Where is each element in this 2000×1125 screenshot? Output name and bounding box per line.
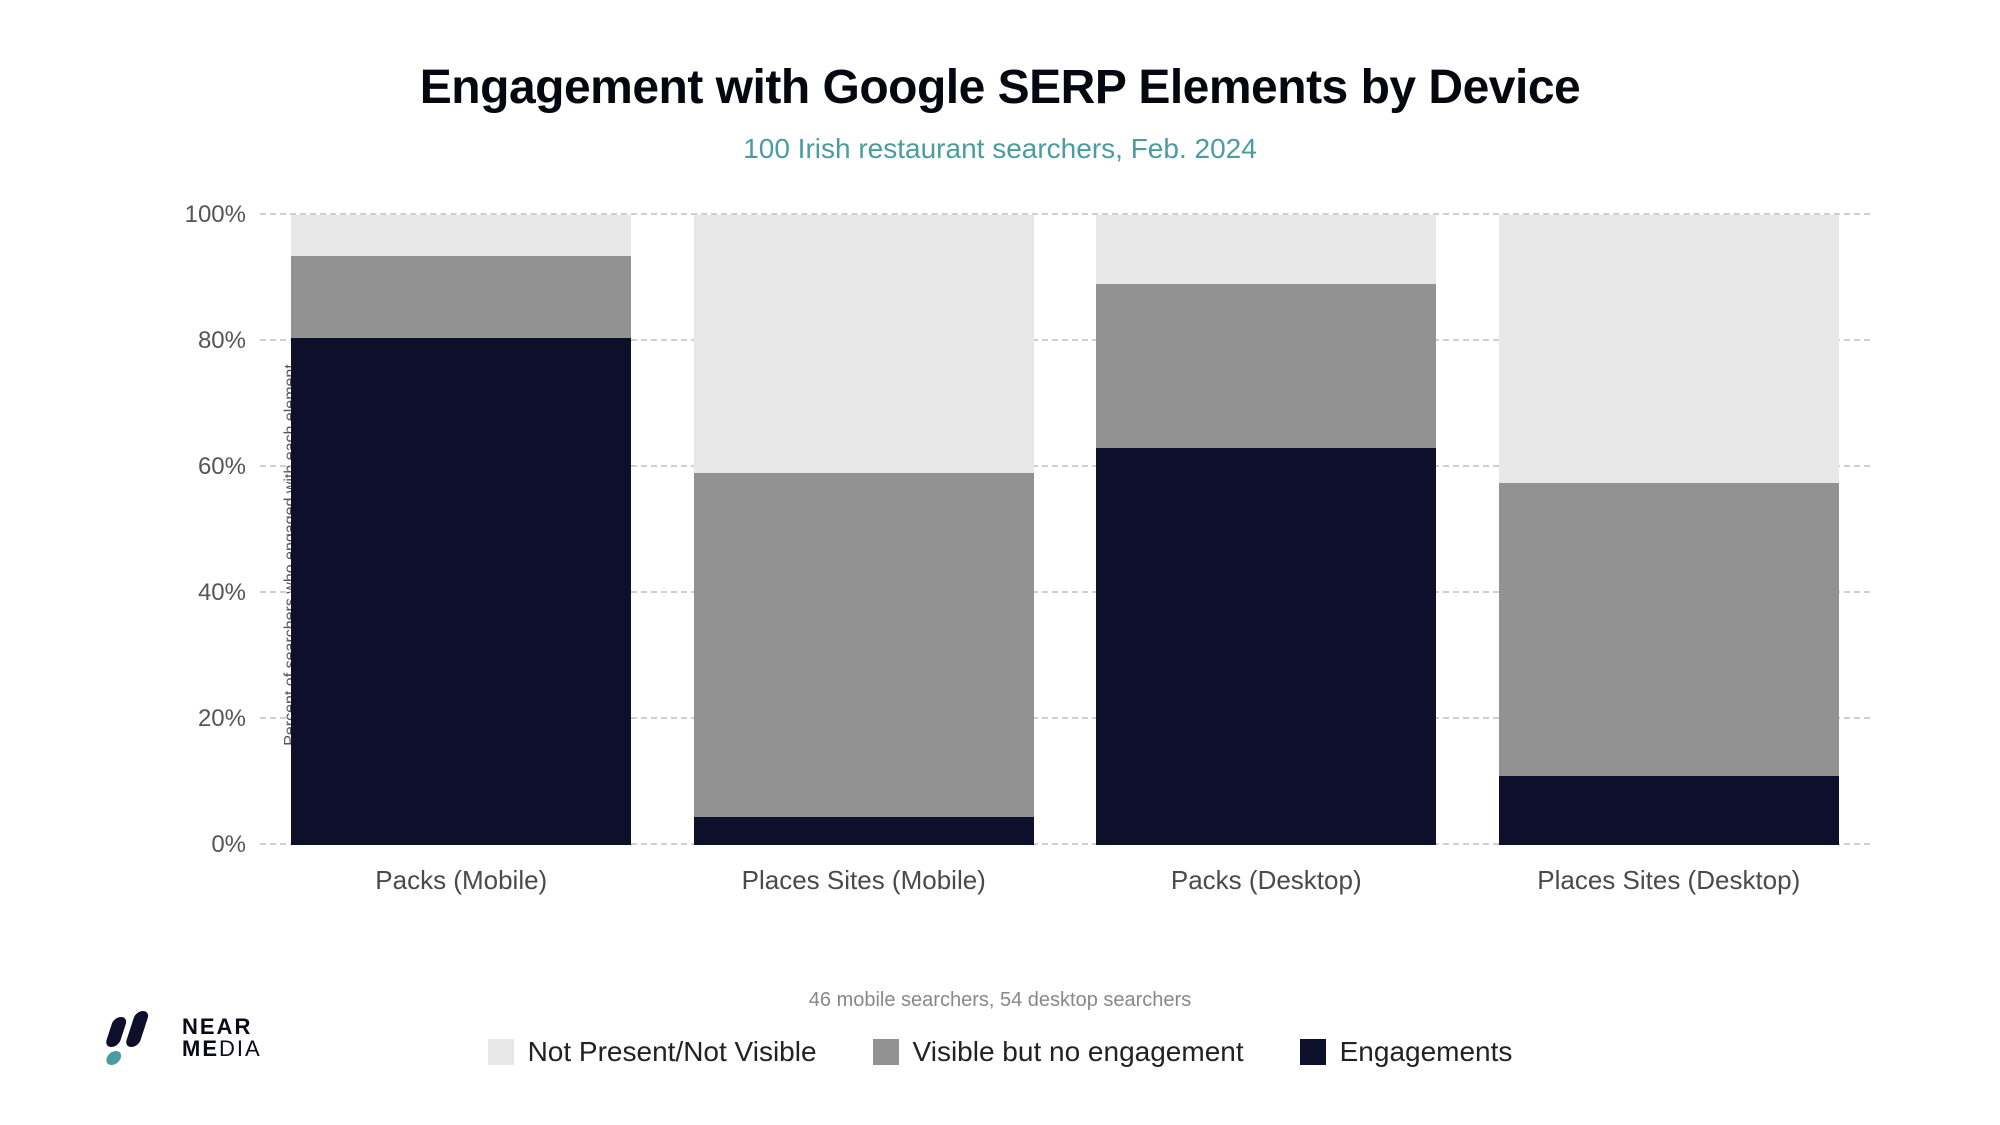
legend-swatch-icon: [488, 1039, 514, 1065]
plot-area: 0%20%40%60%80%100%Packs (Mobile)Places S…: [260, 215, 1870, 845]
stacked-bar: [694, 215, 1034, 845]
bar-column: [1468, 215, 1871, 845]
bar-segment-engagements: [1499, 776, 1839, 845]
stacked-bar: [291, 215, 631, 845]
bars-group: [260, 215, 1870, 845]
logo-line2-bold: ME: [182, 1036, 219, 1061]
legend-label: Not Present/Not Visible: [528, 1036, 817, 1068]
logo-text: NEAR MEDIA: [182, 1016, 262, 1060]
legend: Not Present/Not Visible Visible but no en…: [80, 1036, 1920, 1068]
bar-segment-engagements: [1096, 448, 1436, 845]
bar-column: [1065, 215, 1468, 845]
y-tick-label: 0%: [211, 831, 260, 859]
y-tick-label: 60%: [198, 453, 260, 481]
stacked-bar: [1096, 215, 1436, 845]
legend-item: Not Present/Not Visible: [488, 1036, 817, 1068]
bar-segment-not_present: [694, 215, 1034, 473]
chart-page: Engagement with Google SERP Elements by …: [0, 0, 2000, 1125]
bar-column: [260, 215, 663, 845]
bar-segment-visible_no_engagement: [694, 473, 1034, 816]
x-tick-label: Places Sites (Mobile): [742, 845, 986, 896]
logo-mark-icon: [100, 1011, 164, 1065]
x-tick-label: Packs (Desktop): [1171, 845, 1362, 896]
chart-container: Percent of searchers who engaged with ea…: [130, 205, 1870, 905]
logo-line2-rest: DIA: [219, 1036, 262, 1061]
y-tick-label: 100%: [185, 201, 260, 229]
brand-logo: NEAR MEDIA: [100, 1011, 262, 1065]
bar-segment-visible_no_engagement: [291, 256, 631, 338]
stacked-bar: [1499, 215, 1839, 845]
chart-subtitle: 100 Irish restaurant searchers, Feb. 202…: [80, 133, 1920, 165]
y-tick-label: 80%: [198, 327, 260, 355]
bar-column: [663, 215, 1066, 845]
bar-segment-not_present: [291, 215, 631, 256]
legend-label: Visible but no engagement: [913, 1036, 1244, 1068]
chart-title: Engagement with Google SERP Elements by …: [80, 60, 1920, 115]
bar-segment-engagements: [694, 817, 1034, 845]
legend-item: Visible but no engagement: [873, 1036, 1244, 1068]
legend-swatch-icon: [873, 1039, 899, 1065]
bar-segment-visible_no_engagement: [1096, 284, 1436, 448]
x-tick-label: Packs (Mobile): [375, 845, 547, 896]
y-tick-label: 40%: [198, 579, 260, 607]
legend-swatch-icon: [1300, 1039, 1326, 1065]
bar-segment-visible_no_engagement: [1499, 483, 1839, 776]
bar-segment-engagements: [291, 338, 631, 845]
chart-footnote: 46 mobile searchers, 54 desktop searcher…: [80, 989, 1920, 1012]
x-tick-label: Places Sites (Desktop): [1537, 845, 1800, 896]
legend-item: Engagements: [1300, 1036, 1513, 1068]
bar-segment-not_present: [1096, 215, 1436, 284]
y-tick-label: 20%: [198, 705, 260, 733]
legend-label: Engagements: [1340, 1036, 1513, 1068]
bar-segment-not_present: [1499, 215, 1839, 483]
